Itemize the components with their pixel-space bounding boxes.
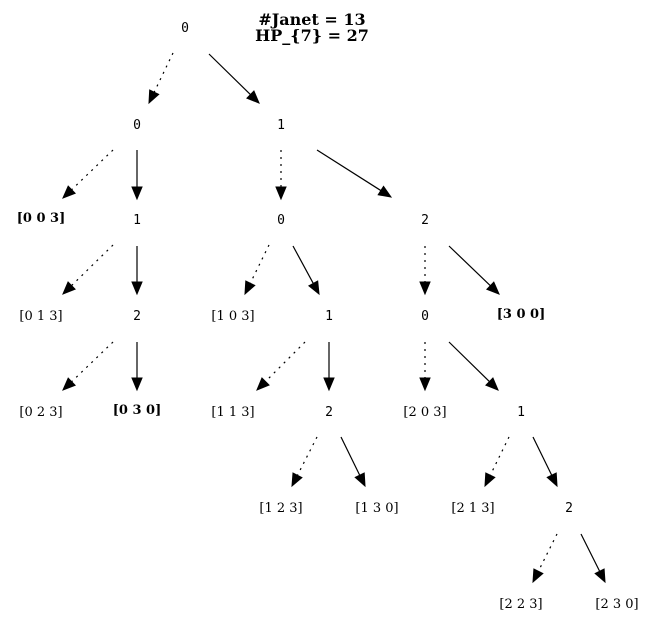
tree-node-n6: 2 — [421, 213, 429, 228]
edge-n2-n5-dotted — [275, 150, 287, 201]
edge-line — [71, 341, 114, 383]
arrowhead-icon — [275, 186, 287, 201]
title-hp-value: HP_{7} = 27 — [255, 26, 369, 45]
tree-node-n8: 2 — [133, 309, 141, 324]
arrowhead-icon — [246, 90, 260, 104]
tree-node-n1: 0 — [133, 118, 141, 133]
arrowhead-icon — [546, 472, 558, 488]
tree-node-n4: 1 — [133, 213, 141, 228]
arrowhead-icon — [419, 281, 431, 296]
edge-n18-n21-dotted — [484, 436, 510, 488]
tree-node-n10: 1 — [325, 309, 333, 324]
edge-n1-n4-solid — [131, 150, 143, 201]
leaf-node-n23: [2 2 3] — [499, 597, 542, 612]
leaf-node-n14: [0 3 0] — [113, 403, 162, 418]
edge-n4-n7-dotted — [62, 244, 114, 295]
edge-n10-n16-solid — [323, 342, 335, 392]
edge-line — [537, 533, 558, 572]
arrowhead-icon — [131, 281, 143, 296]
arrowhead-icon — [594, 568, 606, 584]
edge-n5-n10-solid — [292, 245, 320, 296]
edges-layer — [62, 52, 606, 584]
edge-n6-n12-solid — [448, 245, 500, 295]
tree-node-n11: 0 — [421, 309, 429, 324]
edge-n10-n15-dotted — [256, 341, 306, 391]
edge-n2-n6-solid — [316, 149, 393, 198]
arrowhead-icon — [323, 377, 335, 392]
edge-line — [71, 244, 114, 287]
edge-n11-n17-dotted — [419, 342, 431, 392]
edge-n18-n22-solid — [532, 436, 558, 488]
leaf-node-n12: [3 0 0] — [497, 307, 546, 322]
arrowhead-icon — [354, 472, 366, 488]
arrowhead-icon — [419, 377, 431, 392]
arrowhead-icon — [131, 186, 143, 201]
arrowhead-icon — [291, 472, 303, 488]
tree-node-n5: 0 — [277, 213, 285, 228]
edge-line — [249, 244, 270, 284]
edge-line — [296, 436, 318, 476]
edge-line — [265, 341, 306, 382]
arrowhead-icon — [148, 89, 160, 105]
arrowhead-icon — [244, 280, 256, 296]
edge-n22-n24-solid — [580, 533, 606, 584]
edge-n8-n13-dotted — [62, 341, 114, 391]
edge-line — [340, 436, 361, 476]
arrowhead-icon — [62, 185, 76, 199]
tree-node-n2: 1 — [277, 118, 285, 133]
edge-line — [316, 149, 382, 192]
tree-node-n0: 0 — [181, 21, 189, 36]
arrowhead-icon — [62, 281, 76, 295]
edge-n22-n23-dotted — [532, 533, 558, 584]
edge-line — [489, 436, 510, 476]
leaf-node-n9: [1 0 3] — [211, 309, 254, 324]
edge-n6-n11-dotted — [419, 246, 431, 296]
edge-line — [580, 533, 601, 572]
edge-n0-n2-solid — [208, 53, 260, 104]
arrowhead-icon — [485, 377, 499, 391]
edge-line — [71, 149, 114, 191]
arrowhead-icon — [62, 377, 76, 391]
edge-line — [208, 53, 251, 96]
edge-n16-n20-solid — [340, 436, 366, 488]
edge-line — [292, 245, 314, 284]
arrowhead-icon — [307, 280, 320, 296]
edge-line — [532, 436, 553, 476]
arrowhead-icon — [377, 185, 393, 198]
edge-n1-n3-dotted — [62, 149, 114, 199]
edge-n11-n18-solid — [448, 341, 499, 391]
edge-n8-n14-solid — [131, 342, 143, 392]
leaf-node-n21: [2 1 3] — [451, 501, 494, 516]
leaf-node-n19: [1 2 3] — [259, 501, 302, 516]
leaf-node-n3: [0 0 3] — [17, 211, 66, 226]
leaf-node-n7: [0 1 3] — [19, 309, 62, 324]
tree-node-n22: 2 — [565, 501, 573, 516]
edge-n5-n9-dotted — [244, 244, 270, 296]
edge-n0-n1-dotted — [148, 52, 174, 105]
edge-n16-n19-dotted — [291, 436, 318, 488]
arrowhead-icon — [532, 568, 544, 584]
nodes-layer: 0 0 1 [0 0 3] 1 0 2 [0 1 3] 2 [1 0 3] 1 0 [3 0 0] [0 … — [17, 21, 639, 612]
arrowhead-icon — [486, 281, 500, 295]
leaf-node-n17: [2 0 3] — [403, 405, 446, 420]
title-janet-count: #Janet = 13 — [258, 10, 365, 29]
edge-line — [448, 245, 491, 287]
edge-n4-n8-solid — [131, 246, 143, 296]
leaf-node-n15: [1 1 3] — [211, 405, 254, 420]
edge-line — [153, 52, 174, 93]
leaf-node-n13: [0 2 3] — [19, 405, 62, 420]
edge-line — [448, 341, 490, 383]
leaf-node-n20: [1 3 0] — [355, 501, 398, 516]
leaf-node-n24: [2 3 0] — [595, 597, 638, 612]
tree-node-n16: 2 — [325, 405, 333, 420]
tree-node-n18: 1 — [517, 405, 525, 420]
arrowhead-icon — [484, 472, 496, 488]
arrowhead-icon — [131, 377, 143, 392]
arrowhead-icon — [256, 377, 270, 391]
